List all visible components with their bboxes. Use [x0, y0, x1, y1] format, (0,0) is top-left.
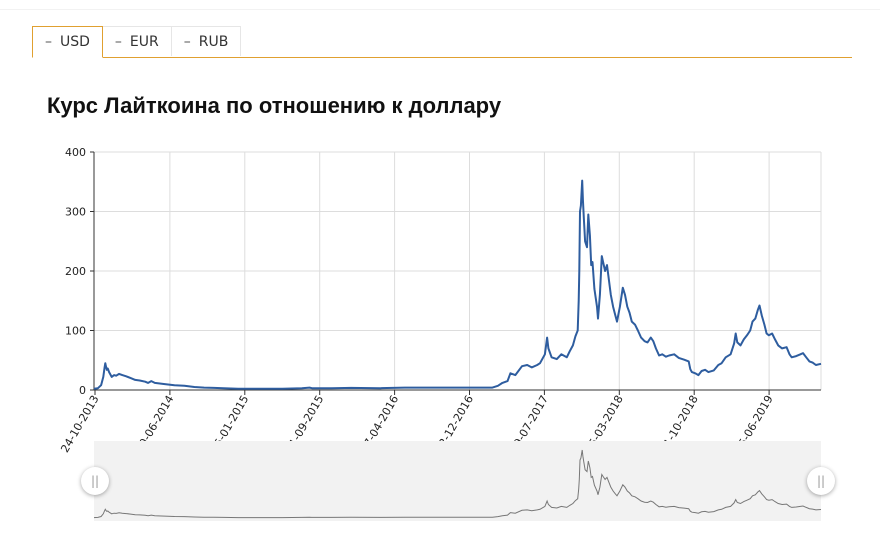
- navigator-right-handle-icon: ||: [816, 474, 826, 488]
- navigator-left-handle[interactable]: ||: [81, 467, 109, 495]
- y-tick-label: 400: [65, 146, 86, 159]
- navigator-right-handle[interactable]: ||: [807, 467, 835, 495]
- top-divider: [0, 9, 880, 10]
- tab-usd[interactable]: – USD: [32, 26, 103, 58]
- navigator-line: [93, 449, 822, 519]
- dash-icon: –: [183, 33, 191, 50]
- y-tick-label: 200: [65, 265, 86, 278]
- tab-rub-label: RUB: [198, 33, 229, 50]
- dash-icon: –: [45, 34, 52, 50]
- navigator-left-handle-icon: ||: [90, 474, 100, 488]
- navigator-background: [94, 441, 821, 521]
- grid: [94, 151, 822, 391]
- dash-icon: –: [114, 33, 122, 50]
- tab-usd-label: USD: [60, 34, 90, 50]
- y-axis: 0 100 200 300 400: [65, 146, 95, 397]
- series-line: [93, 179, 822, 390]
- chart-title: Курс Лайткоина по отношению к доллару: [47, 93, 502, 118]
- y-tick-label: 300: [65, 206, 86, 219]
- tab-rub[interactable]: – RUB: [170, 26, 242, 56]
- y-tick-label: 100: [65, 325, 86, 338]
- tab-eur[interactable]: – EUR: [101, 26, 172, 56]
- tab-eur-label: EUR: [129, 33, 159, 50]
- y-tick-label: 0: [79, 384, 86, 397]
- currency-tabs: – USD – EUR – RUB: [32, 26, 852, 58]
